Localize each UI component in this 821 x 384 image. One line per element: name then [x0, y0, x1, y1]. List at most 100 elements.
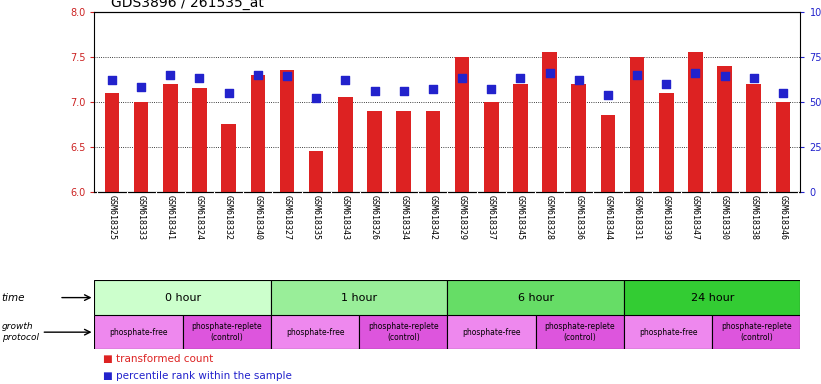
Text: GSM618336: GSM618336 — [574, 195, 583, 240]
Text: GSM618344: GSM618344 — [603, 195, 612, 240]
Text: GSM618334: GSM618334 — [399, 195, 408, 240]
Bar — [624, 280, 800, 315]
Bar — [338, 97, 353, 192]
Bar — [630, 56, 644, 192]
Bar — [134, 102, 149, 192]
Text: GSM618342: GSM618342 — [429, 195, 438, 240]
Point — [426, 86, 439, 92]
Text: GSM618328: GSM618328 — [545, 195, 554, 240]
Point — [601, 91, 614, 98]
Text: GSM618327: GSM618327 — [282, 195, 291, 240]
Text: GSM618324: GSM618324 — [195, 195, 204, 240]
Text: GSM618347: GSM618347 — [691, 195, 700, 240]
Bar — [513, 84, 528, 192]
Text: time: time — [2, 293, 25, 303]
Text: GSM618333: GSM618333 — [136, 195, 145, 240]
Point — [368, 88, 381, 94]
Bar — [659, 93, 673, 192]
Bar — [746, 84, 761, 192]
Text: ■ transformed count: ■ transformed count — [103, 354, 213, 364]
Text: phosphate-free: phosphate-free — [639, 328, 697, 337]
Bar — [455, 56, 470, 192]
Point — [339, 77, 352, 83]
Bar — [536, 315, 624, 349]
Point — [777, 90, 790, 96]
Bar — [447, 280, 624, 315]
Text: GSM618338: GSM618338 — [750, 195, 759, 240]
Text: GSM618331: GSM618331 — [633, 195, 641, 240]
Bar — [367, 111, 382, 192]
Text: GSM618343: GSM618343 — [341, 195, 350, 240]
Bar — [360, 315, 447, 349]
Text: phosphate-free: phosphate-free — [286, 328, 344, 337]
Bar — [222, 124, 236, 192]
Point — [105, 77, 118, 83]
Bar — [280, 70, 294, 192]
Point — [572, 77, 585, 83]
Point — [397, 88, 410, 94]
Text: GSM618332: GSM618332 — [224, 195, 233, 240]
Bar — [718, 66, 732, 192]
Bar — [542, 52, 557, 192]
Text: 0 hour: 0 hour — [164, 293, 201, 303]
Text: GSM618325: GSM618325 — [108, 195, 117, 240]
Text: phosphate-free: phosphate-free — [462, 328, 521, 337]
Point — [222, 90, 235, 96]
Text: GSM618340: GSM618340 — [254, 195, 262, 240]
Point — [514, 75, 527, 81]
Point — [484, 86, 498, 92]
Text: ■ percentile rank within the sample: ■ percentile rank within the sample — [103, 371, 291, 381]
Point — [135, 84, 148, 90]
Text: GSM618330: GSM618330 — [720, 195, 729, 240]
Point — [281, 73, 294, 79]
Point — [747, 75, 760, 81]
Point — [193, 75, 206, 81]
Text: phosphate-replete
(control): phosphate-replete (control) — [368, 323, 438, 342]
Text: GSM618339: GSM618339 — [662, 195, 671, 240]
Text: GSM618337: GSM618337 — [487, 195, 496, 240]
Text: 24 hour: 24 hour — [690, 293, 734, 303]
Bar — [309, 151, 323, 192]
Text: GSM618335: GSM618335 — [312, 195, 321, 240]
Bar — [713, 315, 800, 349]
Point — [689, 70, 702, 76]
Text: 6 hour: 6 hour — [517, 293, 554, 303]
Text: GSM618341: GSM618341 — [166, 195, 175, 240]
Bar — [397, 111, 411, 192]
Bar — [271, 280, 447, 315]
Bar — [484, 102, 498, 192]
Bar — [447, 315, 536, 349]
Text: GSM618345: GSM618345 — [516, 195, 525, 240]
Bar — [776, 102, 791, 192]
Text: GSM618326: GSM618326 — [370, 195, 379, 240]
Text: phosphate-replete
(control): phosphate-replete (control) — [544, 323, 615, 342]
Point — [310, 95, 323, 101]
Bar — [688, 52, 703, 192]
Text: phosphate-replete
(control): phosphate-replete (control) — [721, 323, 791, 342]
Point — [251, 71, 264, 78]
Bar — [183, 315, 271, 349]
Bar — [94, 315, 183, 349]
Bar — [192, 88, 207, 192]
Bar — [601, 115, 615, 192]
Bar — [163, 84, 177, 192]
Text: GSM618329: GSM618329 — [457, 195, 466, 240]
Point — [543, 70, 556, 76]
Point — [631, 71, 644, 78]
Bar — [94, 280, 271, 315]
Point — [456, 75, 469, 81]
Bar — [250, 74, 265, 192]
Text: 1 hour: 1 hour — [341, 293, 378, 303]
Text: phosphate-replete
(control): phosphate-replete (control) — [191, 323, 262, 342]
Bar — [624, 315, 713, 349]
Bar — [425, 111, 440, 192]
Bar — [271, 315, 360, 349]
Point — [718, 73, 732, 79]
Point — [163, 71, 177, 78]
Text: phosphate-free: phosphate-free — [109, 328, 167, 337]
Text: growth
protocol: growth protocol — [2, 323, 39, 342]
Point — [660, 81, 673, 87]
Text: GSM618346: GSM618346 — [778, 195, 787, 240]
Bar — [571, 84, 586, 192]
Bar — [104, 93, 119, 192]
